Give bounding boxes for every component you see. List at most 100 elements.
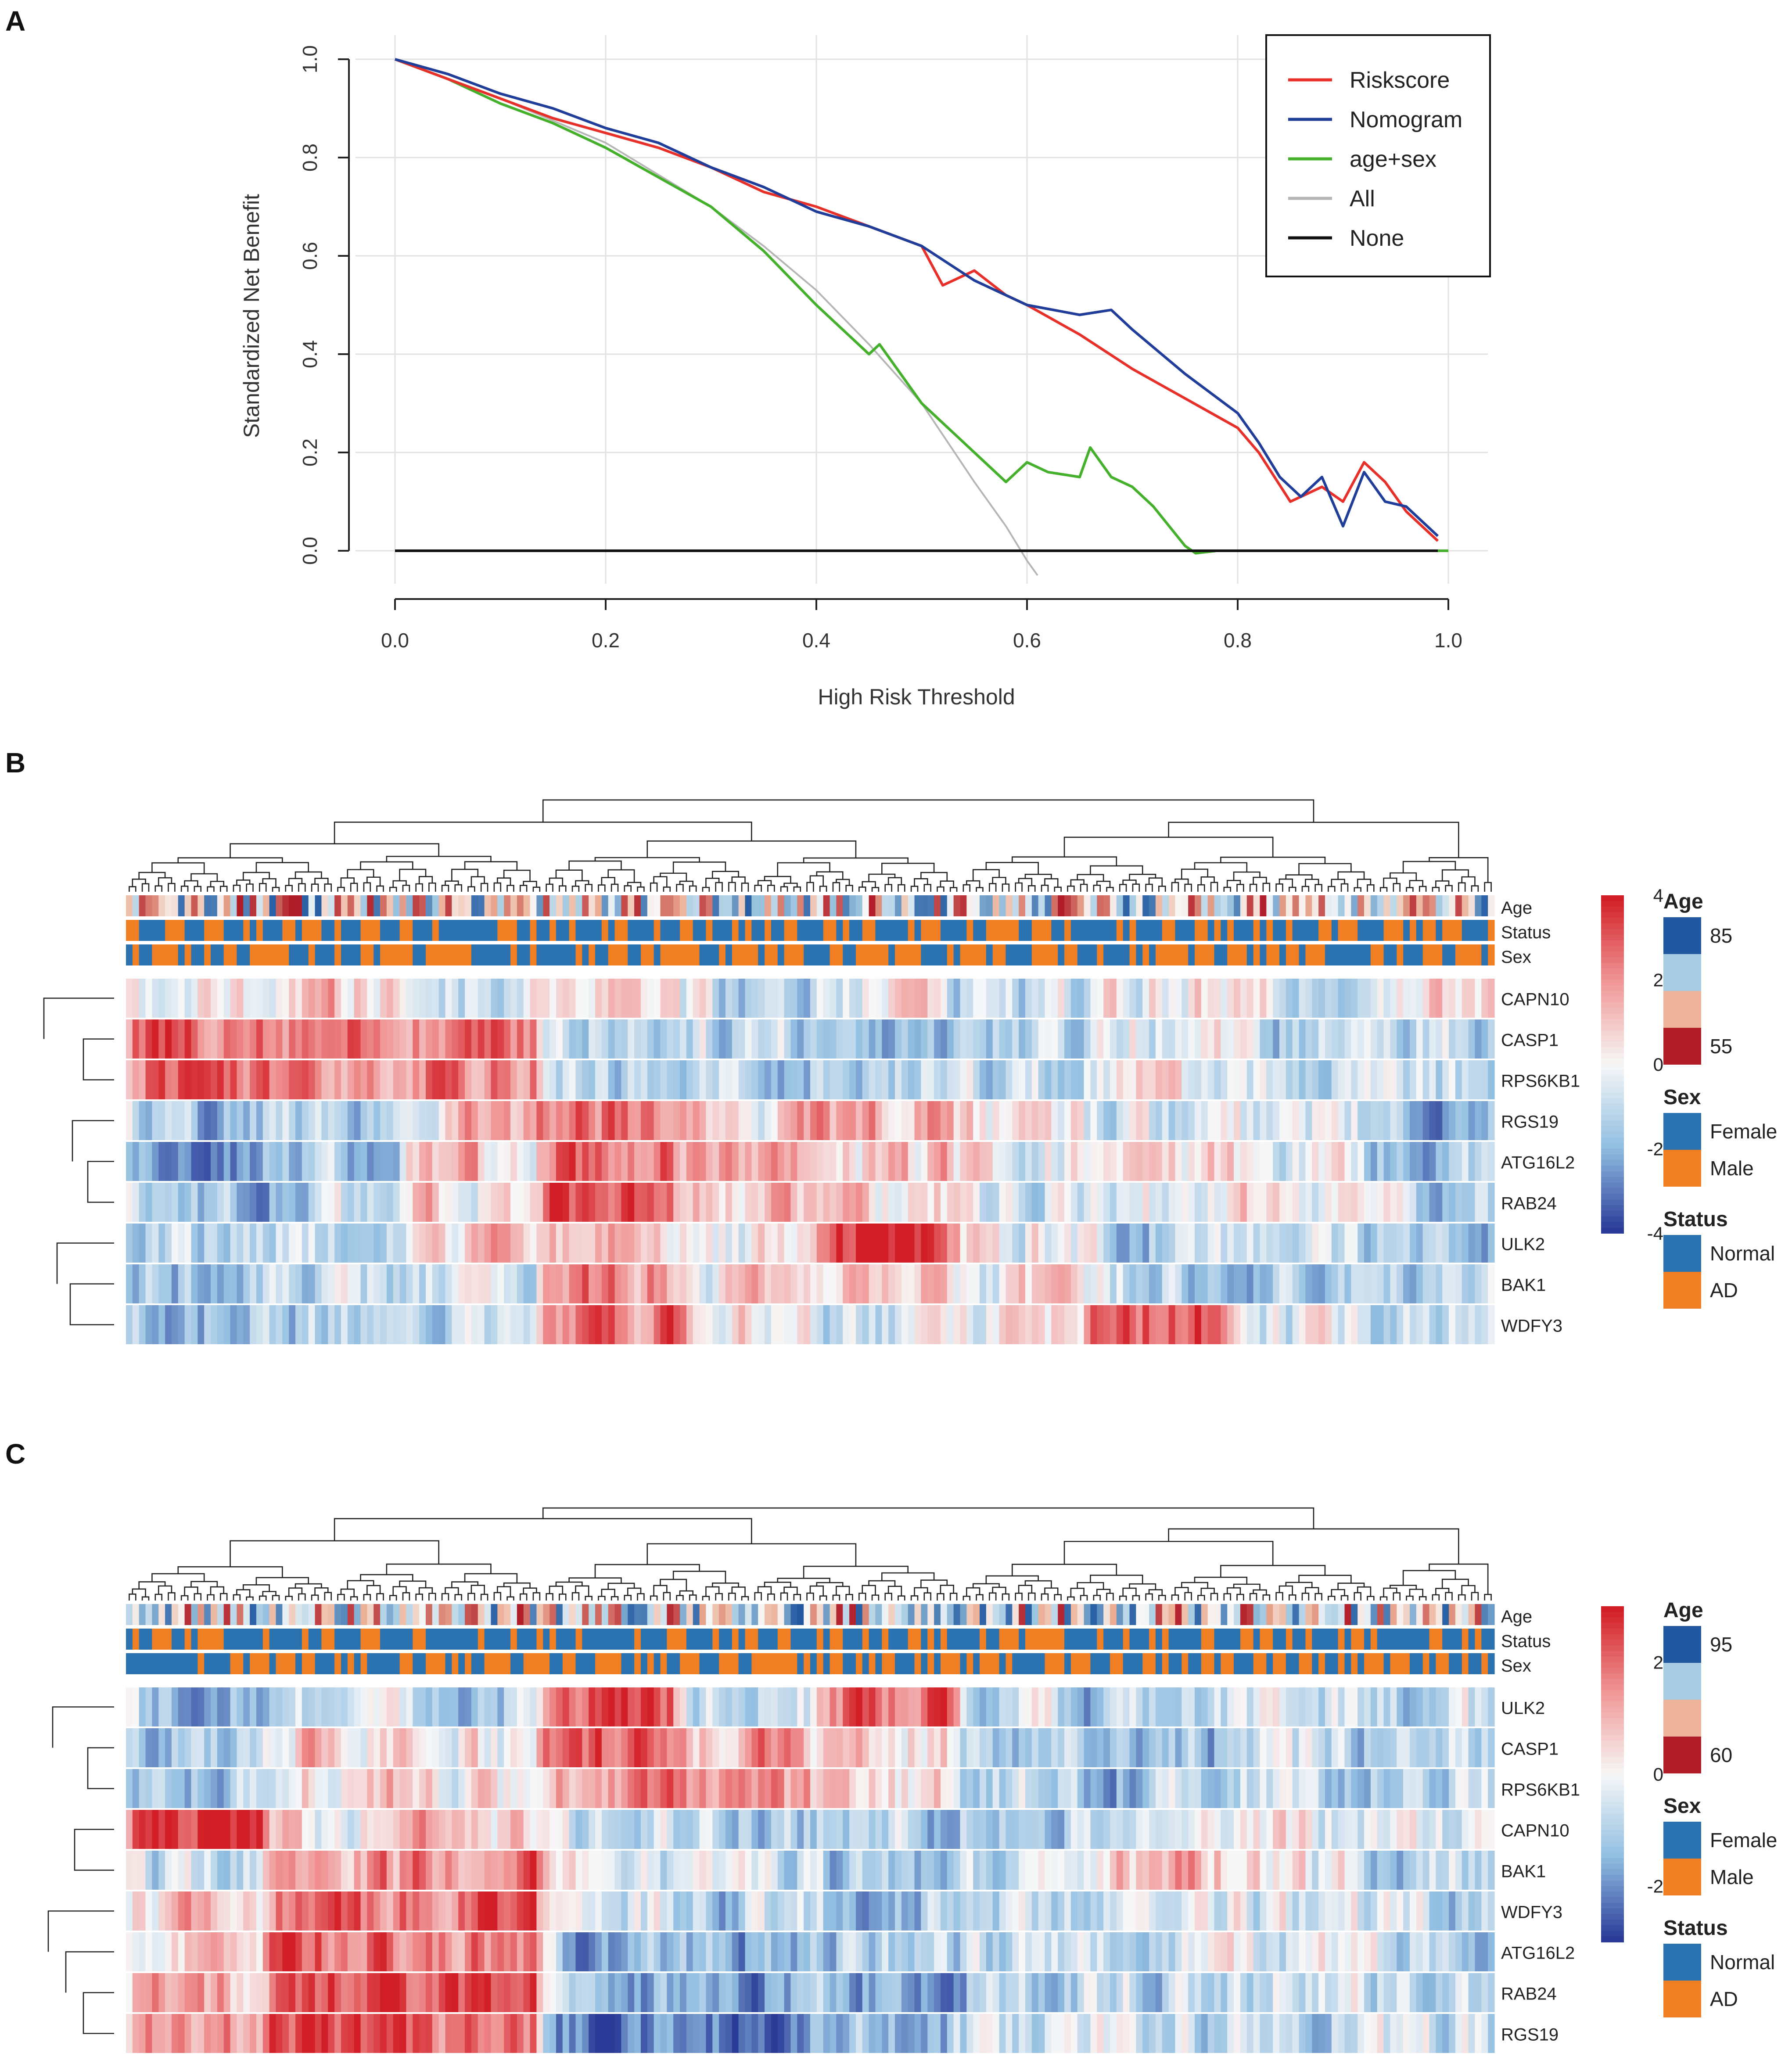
- heatmap-cell: [380, 1183, 387, 1222]
- dendrogram-branch: [1002, 883, 1010, 892]
- heatmap-cell: [569, 1183, 576, 1222]
- heatmap-cell: [556, 1019, 563, 1059]
- heatmap-cell: [1370, 1728, 1378, 1767]
- heatmap-cell: [282, 1060, 289, 1099]
- heatmap-cell: [1110, 1728, 1117, 1767]
- sex-cell: [1422, 1653, 1430, 1674]
- color-scale-step: [1601, 1115, 1624, 1121]
- age-cell: [334, 895, 341, 916]
- heatmap-cell: [849, 1851, 856, 1890]
- heatmap-cell: [1051, 1101, 1058, 1140]
- heatmap-cell: [1019, 1142, 1026, 1181]
- heatmap-cell: [413, 1728, 420, 1767]
- heatmap-cell: [960, 1728, 967, 1767]
- heatmap-cell: [230, 1183, 237, 1222]
- heatmap-cell: [367, 1142, 374, 1181]
- heatmap-cell: [589, 1264, 596, 1303]
- heatmap-cell: [882, 1769, 889, 1808]
- age-cell: [1449, 895, 1456, 916]
- status-cell: [797, 1629, 804, 1650]
- status-cell: [543, 920, 550, 941]
- heatmap-cell: [582, 1224, 589, 1263]
- heatmap-cell: [634, 1769, 641, 1808]
- heatmap-cell: [250, 1224, 257, 1263]
- age-cell: [1364, 1604, 1371, 1625]
- heatmap-cell: [315, 1224, 322, 1263]
- legend-label-nomogram: Nomogram: [1350, 107, 1462, 133]
- heatmap-cell: [660, 1687, 667, 1726]
- heatmap-cell: [1110, 1851, 1117, 1890]
- heatmap-cell: [1488, 1101, 1495, 1140]
- heatmap-cell: [178, 979, 185, 1018]
- sex-cell: [1468, 944, 1476, 965]
- sex-cell: [308, 1653, 316, 1674]
- heatmap-cell: [1064, 1224, 1071, 1263]
- age-cell: [1038, 895, 1045, 916]
- sex-cell: [1214, 944, 1221, 965]
- status-cell: [1162, 1629, 1169, 1650]
- heatmap-cell: [432, 1060, 439, 1099]
- dendrogram-branch: [1278, 878, 1293, 887]
- heatmap-cell: [445, 1769, 452, 1808]
- sex-cell: [145, 944, 152, 965]
- status-cell: [1064, 920, 1071, 941]
- heatmap-cell: [758, 1224, 765, 1263]
- heatmap-cell: [1312, 1728, 1319, 1767]
- legend-title-sex: Sex: [1663, 1086, 1701, 1109]
- sex-cell: [849, 944, 856, 965]
- heatmap-cell: [1475, 1264, 1482, 1303]
- heatmap-cell: [543, 979, 550, 1018]
- age-cell: [823, 1604, 830, 1625]
- age-cell: [790, 1604, 797, 1625]
- heatmap-cell: [289, 1142, 296, 1181]
- heatmap-cell: [308, 1060, 316, 1099]
- heatmap-cell: [712, 1810, 719, 1849]
- heatmap-cell: [823, 1101, 830, 1140]
- status-cell: [1422, 1629, 1430, 1650]
- heatmap-cell: [1331, 1224, 1339, 1263]
- heatmap-cell: [1097, 1769, 1104, 1808]
- heatmap-cell: [804, 1728, 811, 1767]
- heatmap-cell: [843, 1183, 850, 1222]
- heatmap-cell: [1416, 1769, 1423, 1808]
- heatmap-cell: [1429, 1728, 1436, 1767]
- sex-cell: [556, 1653, 563, 1674]
- heatmap-cell: [1331, 1728, 1339, 1767]
- heatmap-cell: [673, 1183, 680, 1222]
- heatmap-cell: [1468, 1019, 1476, 1059]
- heatmap-cell: [927, 1224, 934, 1263]
- status-cell: [934, 1629, 941, 1650]
- heatmap-cell: [667, 1142, 674, 1181]
- heatmap-cell: [126, 1769, 133, 1808]
- age-cell: [126, 895, 133, 916]
- heatmap-cell: [1123, 1810, 1130, 1849]
- heatmap-cell: [517, 1142, 524, 1181]
- heatmap-cell: [843, 1101, 850, 1140]
- heatmap-cell: [992, 1810, 1000, 1849]
- status-cell: [575, 1629, 582, 1650]
- heatmap-cell: [595, 1687, 602, 1726]
- heatmap-cell: [145, 1305, 152, 1344]
- color-scale-step: [1601, 1160, 1624, 1166]
- heatmap-cell: [191, 1183, 198, 1222]
- heatmap-cell: [1351, 1769, 1358, 1808]
- heatmap-cell: [1253, 1891, 1261, 1931]
- legend-label-none: None: [1350, 226, 1404, 251]
- heatmap-cell: [601, 1891, 609, 1931]
- heatmap-cell: [269, 1851, 277, 1890]
- heatmap-cell: [1299, 979, 1306, 1018]
- heatmap-cell: [328, 979, 335, 1018]
- heatmap-cell: [927, 1810, 934, 1849]
- sex-cell: [543, 944, 550, 965]
- sex-cell: [132, 944, 140, 965]
- sex-cell: [1162, 944, 1169, 965]
- age-cell: [217, 895, 224, 916]
- heatmap-cell: [1286, 1305, 1293, 1344]
- heatmap-cell: [1299, 1183, 1306, 1222]
- age-cell: [1390, 895, 1397, 916]
- heatmap-cell: [1129, 1769, 1136, 1808]
- age-cell: [1019, 1604, 1026, 1625]
- heatmap-cell: [132, 1305, 140, 1344]
- heatmap-cell: [152, 1101, 159, 1140]
